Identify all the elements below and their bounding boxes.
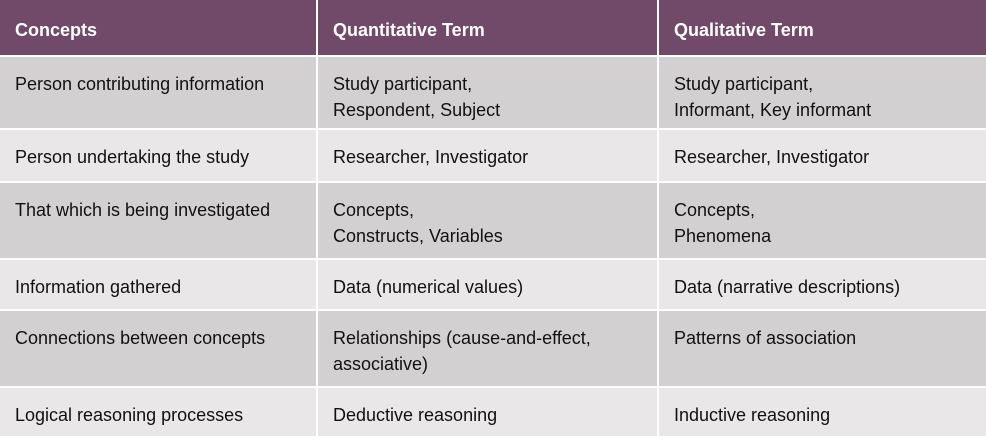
table-cell: Data (narrative descriptions)	[659, 260, 986, 311]
cell-text: Phenomena	[674, 226, 772, 246]
table-cell: Concepts, Constructs, Variables	[318, 183, 659, 260]
cell-text: Person undertaking the study	[15, 147, 250, 167]
cell-text: Data (numerical values)	[333, 277, 524, 297]
table-cell: Logical reasoning processes	[0, 388, 318, 438]
cell-text: Inductive reasoning	[674, 405, 831, 425]
table-cell: That which is being investigated	[0, 183, 318, 260]
table-cell: Connections between concepts	[0, 311, 318, 388]
table-cell: Information gathered	[0, 260, 318, 311]
header-cell: Qualitative Term	[659, 0, 986, 57]
table-cell: Data (numerical values)	[318, 260, 659, 311]
table-cell: Patterns of association	[659, 311, 986, 388]
cell-text: Study participant,	[674, 74, 814, 94]
table-cell: Person contributing information	[0, 57, 318, 130]
cell-text: Researcher, Investigator	[674, 147, 870, 167]
cell-text: Data (narrative descriptions)	[674, 277, 901, 297]
cell-text: Relationships (cause-and-effect,	[333, 328, 591, 348]
cell-text: Patterns of association	[674, 328, 857, 348]
table-cell: Inductive reasoning	[659, 388, 986, 438]
cell-text: Constructs, Variables	[333, 226, 503, 246]
table-cell: Study participant, Respondent, Subject	[318, 57, 659, 130]
table-cell: Researcher, Investigator	[659, 130, 986, 183]
cell-text: Person contributing information	[15, 74, 265, 94]
cell-text: Concepts,	[333, 200, 415, 220]
cell-text: Connections between concepts	[15, 328, 266, 348]
cell-text: That which is being investigated	[15, 200, 271, 220]
cell-text: Logical reasoning processes	[15, 405, 244, 425]
header-cell: Quantitative Term	[318, 0, 659, 57]
cell-text: Informant, Key informant	[674, 100, 872, 120]
table-cell: Person undertaking the study	[0, 130, 318, 183]
cell-text: associative)	[333, 354, 429, 374]
header-cell: Concepts	[0, 0, 318, 57]
cell-text: Study participant,	[333, 74, 473, 94]
table-cell: Study participant, Informant, Key informa…	[659, 57, 986, 130]
table-cell: Concepts, Phenomena	[659, 183, 986, 260]
cell-text: Information gathered	[15, 277, 182, 297]
cell-text: Respondent, Subject	[333, 100, 501, 120]
table-cell: Researcher, Investigator	[318, 130, 659, 183]
cell-text: Researcher, Investigator	[333, 147, 529, 167]
cell-text: Deductive reasoning	[333, 405, 498, 425]
cell-text: Concepts,	[674, 200, 756, 220]
table-cell: Relationships (cause-and-effect, associat…	[318, 311, 659, 388]
table-cell: Deductive reasoning	[318, 388, 659, 438]
